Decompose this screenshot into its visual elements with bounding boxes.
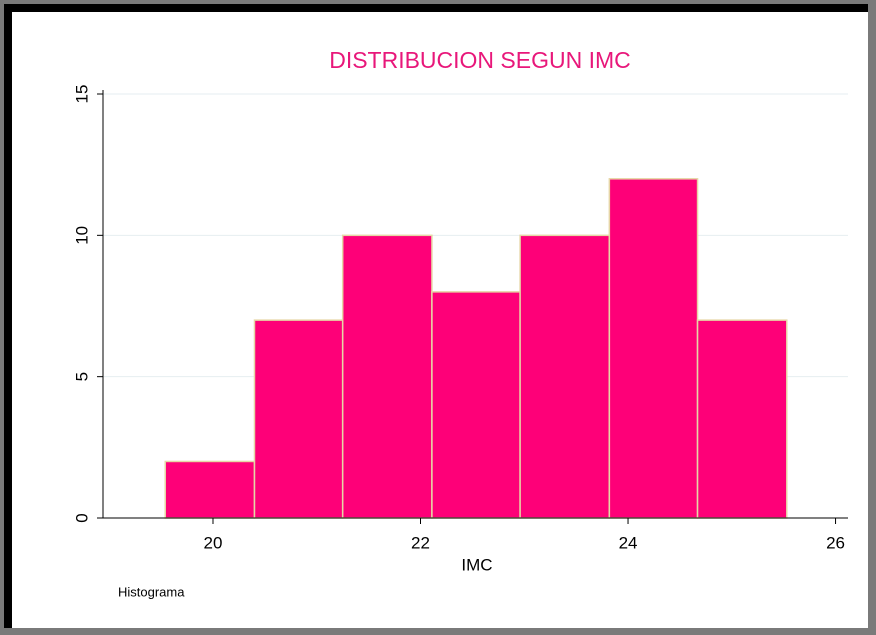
bar <box>341 234 433 519</box>
y-tick-label: 5 <box>72 372 91 381</box>
x-tick-label: 22 <box>411 533 430 552</box>
x-tick-label: 24 <box>619 533 638 552</box>
bar <box>253 319 344 519</box>
y-tick-label: 0 <box>72 513 91 522</box>
chart-title: DISTRIBUCION SEGUN IMC <box>329 47 631 73</box>
note: Histograma <box>118 584 185 599</box>
x-tick-label: 26 <box>826 533 845 552</box>
x-tick-label: 20 <box>204 533 223 552</box>
y-tick-label: 15 <box>72 85 91 104</box>
x-axis-label: IMC <box>461 555 492 574</box>
bar <box>164 460 256 519</box>
bar <box>431 291 521 519</box>
y-tick-label: 10 <box>72 226 91 245</box>
bar <box>519 234 611 519</box>
bar <box>696 319 788 519</box>
bar <box>608 178 699 519</box>
